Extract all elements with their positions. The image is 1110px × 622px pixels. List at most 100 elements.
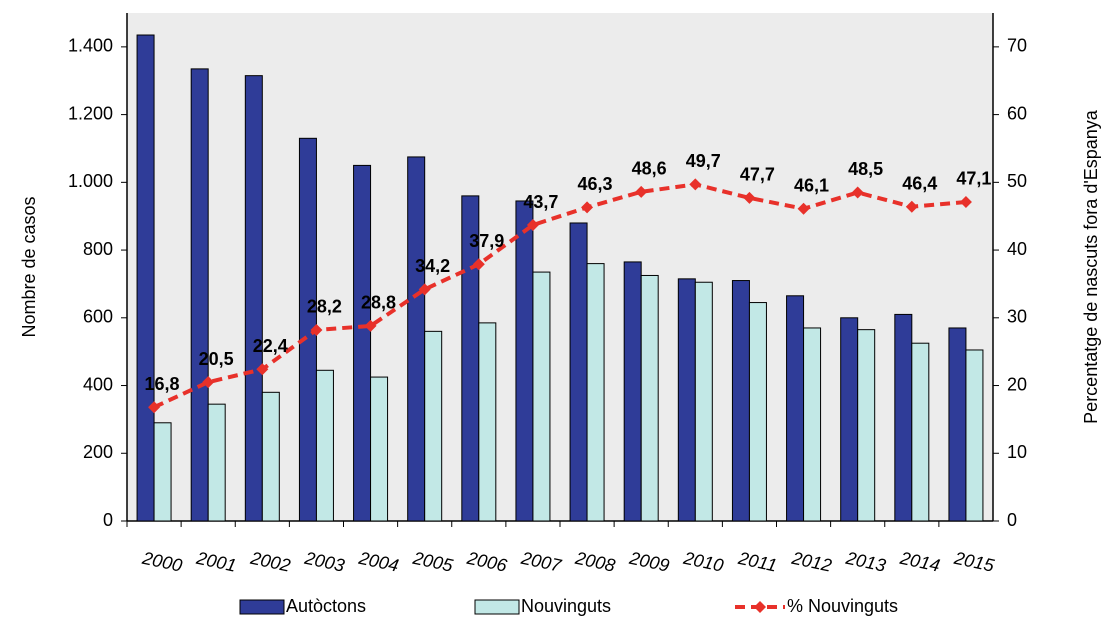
data-label: 46,1 <box>794 175 829 195</box>
marker <box>364 319 377 332</box>
y2-tick-label: 60 <box>1007 103 1027 123</box>
bar <box>731 280 750 522</box>
y-axis-label: Nombre de casos <box>19 196 39 337</box>
y2-tick-label: 40 <box>1007 239 1027 259</box>
data-label: 47,1 <box>956 169 991 189</box>
bar <box>244 75 263 522</box>
y-tick-label: 1.000 <box>68 171 113 191</box>
bar <box>261 391 280 522</box>
bar <box>748 302 767 522</box>
bar <box>569 222 588 522</box>
bar <box>478 322 497 522</box>
y-tick-label: 200 <box>83 442 113 462</box>
x-tick-label: 2012 <box>789 548 833 576</box>
data-label: 46,4 <box>902 173 937 193</box>
bar <box>153 422 172 522</box>
bar <box>207 403 226 522</box>
bar <box>857 329 876 522</box>
bar <box>623 261 642 522</box>
x-tick-label: 2002 <box>248 548 292 576</box>
marker <box>743 191 756 204</box>
data-label: 46,3 <box>578 174 613 194</box>
data-label: 22,4 <box>253 336 288 356</box>
data-label: 20,5 <box>199 349 234 369</box>
data-label: 48,5 <box>848 159 883 179</box>
bar <box>136 34 155 522</box>
bar <box>532 271 551 522</box>
marker <box>689 178 702 191</box>
y2-tick-label: 50 <box>1007 171 1027 191</box>
y-tick-label: 600 <box>83 307 113 327</box>
y2-axis-label: Percentatge de nascuts fora d'Espanya <box>1081 109 1101 424</box>
x-tick-label: 2009 <box>627 548 671 576</box>
bar <box>965 349 984 522</box>
x-tick-label: 2007 <box>519 548 564 576</box>
data-label: 47,7 <box>740 165 775 185</box>
data-label: 34,2 <box>415 256 450 276</box>
legend-swatch <box>239 599 285 615</box>
marker <box>472 258 485 271</box>
x-tick-label: 2008 <box>573 548 617 576</box>
bar <box>640 274 659 522</box>
bar <box>586 263 605 522</box>
y-tick-label: 0 <box>103 510 113 530</box>
x-tick-label: 2001 <box>194 548 238 576</box>
y-tick-label: 1.200 <box>68 103 113 123</box>
bar <box>803 327 822 522</box>
y2-tick-label: 10 <box>1007 442 1027 462</box>
bar <box>894 313 913 522</box>
marker <box>148 401 161 414</box>
data-label: 43,7 <box>523 192 558 212</box>
bar <box>424 330 443 522</box>
bar <box>315 369 334 522</box>
x-tick-label: 2006 <box>464 548 509 576</box>
marker <box>905 200 918 213</box>
legend-swatch <box>474 599 520 615</box>
line <box>153 182 967 410</box>
bar <box>677 278 696 522</box>
x-tick-label: 2015 <box>952 548 997 576</box>
bar <box>407 156 426 522</box>
legend-label: Autòctons <box>286 596 366 616</box>
bar <box>190 68 209 522</box>
bar <box>840 317 859 522</box>
marker <box>635 185 648 198</box>
data-label: 49,7 <box>686 151 721 171</box>
y2-tick-label: 0 <box>1007 510 1017 530</box>
x-tick-label: 2013 <box>843 548 887 576</box>
bar <box>353 164 372 522</box>
y-tick-label: 1.400 <box>68 36 113 56</box>
bar <box>911 342 930 522</box>
legend-label: Nouvinguts <box>521 596 611 616</box>
data-label: 48,6 <box>632 159 667 179</box>
y2-tick-label: 30 <box>1007 307 1027 327</box>
data-label: 37,9 <box>469 231 504 251</box>
x-tick-label: 2003 <box>302 548 346 576</box>
y-tick-label: 400 <box>83 374 113 394</box>
marker <box>797 202 810 215</box>
bar <box>694 281 713 522</box>
legend-label: % Nouvinguts <box>787 596 898 616</box>
data-label: 28,8 <box>361 293 396 313</box>
marker <box>202 376 215 389</box>
data-label: 28,2 <box>307 297 342 317</box>
x-tick-label: 2014 <box>897 548 941 576</box>
x-tick-label: 2011 <box>736 548 779 576</box>
x-tick-label: 2000 <box>140 548 184 576</box>
bar <box>948 327 967 522</box>
marker <box>256 363 269 376</box>
marker <box>851 186 864 199</box>
data-label: 16,8 <box>145 374 180 394</box>
marker <box>526 219 539 232</box>
marker <box>581 201 594 214</box>
bar <box>515 200 534 522</box>
x-tick-label: 2004 <box>356 548 400 576</box>
marker <box>310 323 323 336</box>
legend-swatch <box>754 601 766 613</box>
y-tick-label: 800 <box>83 239 113 259</box>
y2-tick-label: 20 <box>1007 374 1027 394</box>
marker <box>959 195 972 208</box>
y2-tick-label: 70 <box>1007 36 1027 56</box>
bar <box>370 376 389 522</box>
